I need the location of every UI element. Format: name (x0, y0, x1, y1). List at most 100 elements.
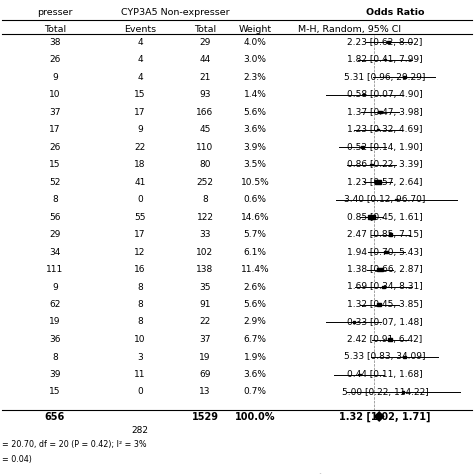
Text: 3.9%: 3.9% (244, 143, 266, 152)
Text: CYP3A5 Non-expresser: CYP3A5 Non-expresser (121, 8, 229, 17)
Bar (384, 251, 388, 253)
Text: 3.0%: 3.0% (244, 55, 266, 64)
Text: 11: 11 (134, 370, 146, 379)
Text: Total: Total (44, 25, 66, 34)
Text: 0.58 [0.07, 4.90]: 0.58 [0.07, 4.90] (347, 90, 423, 99)
Text: = 20.70, df = 20 (P = 0.42); I² = 3%: = 20.70, df = 20 (P = 0.42); I² = 3% (2, 440, 146, 449)
Text: 1.32 [0.45, 3.85]: 1.32 [0.45, 3.85] (347, 300, 423, 309)
Text: 37: 37 (199, 335, 211, 344)
Bar (403, 76, 406, 78)
Text: 2.47 [0.85, 7.15]: 2.47 [0.85, 7.15] (347, 230, 423, 239)
Text: 282: 282 (131, 426, 148, 435)
Text: 35: 35 (199, 283, 211, 292)
Text: 5.7%: 5.7% (244, 230, 266, 239)
Text: 0.6%: 0.6% (244, 195, 266, 204)
Text: 1.23 [0.57, 2.64]: 1.23 [0.57, 2.64] (347, 177, 423, 186)
Text: 3.6%: 3.6% (244, 370, 266, 379)
Text: 1529: 1529 (191, 411, 219, 421)
Text: Weight: Weight (238, 25, 272, 34)
Text: 111: 111 (46, 265, 64, 274)
Bar (377, 268, 383, 271)
Text: Total: Total (194, 25, 216, 34)
Text: 15: 15 (134, 90, 146, 99)
Bar (389, 233, 392, 236)
Text: 100.0%: 100.0% (235, 411, 275, 421)
Text: 8: 8 (137, 300, 143, 309)
Text: 18: 18 (134, 160, 146, 169)
Bar (370, 164, 373, 165)
Text: 5.00 [0.22, 114.22]: 5.00 [0.22, 114.22] (342, 388, 428, 396)
Text: 1.69 [0.34, 8.31]: 1.69 [0.34, 8.31] (347, 283, 423, 292)
Text: 22: 22 (200, 318, 210, 327)
Bar (376, 128, 379, 130)
Text: 15: 15 (49, 388, 61, 396)
Text: 21: 21 (199, 73, 210, 82)
Bar (383, 286, 385, 288)
Text: 26: 26 (49, 55, 61, 64)
Text: 62: 62 (49, 300, 61, 309)
Bar (395, 199, 397, 200)
Text: 2.9%: 2.9% (244, 318, 266, 327)
Text: 45: 45 (199, 125, 210, 134)
Text: 0.7%: 0.7% (244, 388, 266, 396)
Bar (375, 180, 381, 184)
Bar (384, 59, 386, 60)
Text: 41: 41 (134, 177, 146, 186)
Text: 16: 16 (134, 265, 146, 274)
Bar (368, 215, 374, 219)
Bar (358, 374, 361, 375)
Text: 17: 17 (134, 230, 146, 239)
Text: 252: 252 (197, 177, 213, 186)
Text: 19: 19 (199, 353, 211, 362)
Text: M-H, Random, 95% CI: M-H, Random, 95% CI (299, 25, 401, 34)
Text: 55: 55 (134, 212, 146, 221)
Text: 22: 22 (134, 143, 146, 152)
Text: 34: 34 (49, 247, 61, 256)
Bar (388, 338, 392, 341)
Bar (364, 94, 365, 95)
Text: 2.6%: 2.6% (244, 283, 266, 292)
Text: 1.4%: 1.4% (244, 90, 266, 99)
Text: 3.6%: 3.6% (244, 125, 266, 134)
Text: 8: 8 (202, 195, 208, 204)
Text: 166: 166 (196, 108, 214, 117)
Text: 2.23 [0.62, 8.02]: 2.23 [0.62, 8.02] (347, 37, 423, 46)
Text: 5.31 [0.96, 29.29]: 5.31 [0.96, 29.29] (344, 73, 426, 82)
Bar (387, 41, 390, 43)
Text: 26: 26 (49, 143, 61, 152)
Text: 5.6%: 5.6% (244, 300, 266, 309)
Text: 0.86 [0.22, 3.39]: 0.86 [0.22, 3.39] (347, 160, 423, 169)
Text: 6.1%: 6.1% (244, 247, 266, 256)
Text: 138: 138 (196, 265, 214, 274)
Polygon shape (374, 412, 384, 421)
Text: 17: 17 (134, 108, 146, 117)
Text: 10: 10 (134, 335, 146, 344)
Text: 0.44 [0.11, 1.68]: 0.44 [0.11, 1.68] (347, 370, 423, 379)
Text: 1.37 [0.47, 3.98]: 1.37 [0.47, 3.98] (347, 108, 423, 117)
Bar (403, 356, 406, 358)
Text: 4.0%: 4.0% (244, 37, 266, 46)
Text: 52: 52 (49, 177, 61, 186)
Text: 1.32 [1.02, 1.71]: 1.32 [1.02, 1.71] (339, 411, 431, 422)
Text: 4: 4 (137, 73, 143, 82)
Text: 29: 29 (199, 37, 210, 46)
Text: 13: 13 (199, 388, 211, 396)
Text: 5.6%: 5.6% (244, 108, 266, 117)
Text: Odds Ratio: Odds Ratio (366, 8, 424, 17)
Text: 4: 4 (137, 55, 143, 64)
Text: 8: 8 (137, 283, 143, 292)
Text: 36: 36 (49, 335, 61, 344)
Text: = 0.04): = 0.04) (2, 455, 32, 464)
Text: 122: 122 (197, 212, 213, 221)
Text: 4: 4 (137, 37, 143, 46)
Text: 110: 110 (196, 143, 214, 152)
Bar (361, 146, 364, 148)
Text: 10: 10 (49, 90, 61, 99)
Text: 56: 56 (49, 212, 61, 221)
Text: 39: 39 (49, 370, 61, 379)
Text: 12: 12 (134, 247, 146, 256)
Text: 2.3%: 2.3% (244, 73, 266, 82)
Text: 11.4%: 11.4% (241, 265, 269, 274)
Text: 93: 93 (199, 90, 211, 99)
Text: 1.82 [0.41, 7.99]: 1.82 [0.41, 7.99] (347, 55, 423, 64)
